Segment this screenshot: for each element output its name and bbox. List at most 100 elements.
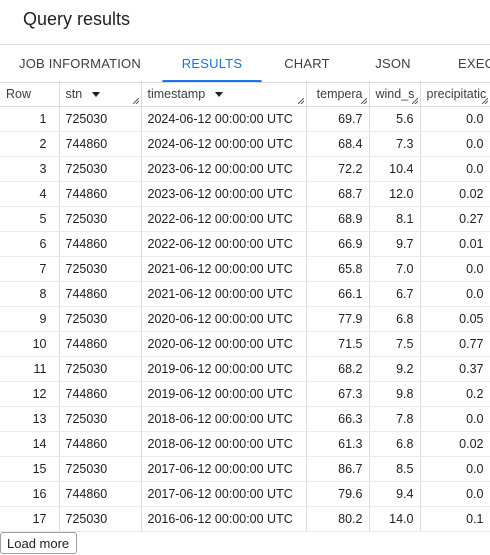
temperature-cell: 86.7 — [306, 456, 370, 482]
table-row[interactable]: 2 744860 2024-06-12 00:00:00 UTC 68.4 7.3 0.0 — [0, 131, 490, 157]
timestamp-cell: 2023-06-12 00:00:00 UTC — [141, 156, 307, 182]
temperature-cell: 80.2 — [306, 506, 370, 532]
temperature-cell: 68.4 — [306, 131, 370, 157]
temperature-cell: 68.7 — [306, 181, 370, 207]
column-header-precipitation[interactable]: precipitatic — [420, 81, 490, 107]
row-number-cell: 12 — [0, 381, 60, 407]
stn-cell: 725030 — [59, 306, 142, 332]
row-number-cell: 10 — [0, 331, 60, 357]
table-row[interactable]: 17 725030 2016-06-12 00:00:00 UTC 80.2 14.0 0… — [0, 506, 490, 532]
load-more-button[interactable]: Load more — [0, 532, 78, 554]
precipitation-cell: 0.77 — [420, 331, 490, 357]
table-row[interactable]: 1 725030 2024-06-12 00:00:00 UTC 69.7 5.6 0.0 — [0, 106, 490, 132]
stn-cell: 725030 — [59, 106, 142, 132]
row-number-cell: 4 — [0, 181, 60, 207]
temperature-cell: 61.3 — [306, 431, 370, 457]
precipitation-cell: 0.0 — [420, 106, 490, 132]
stn-cell: 725030 — [59, 356, 142, 382]
column-resize-icon[interactable] — [360, 98, 367, 104]
table-header-row: Row stn timestamp tempera wind_s precipi… — [0, 81, 490, 107]
table-row[interactable]: 4 744860 2023-06-12 00:00:00 UTC 68.7 12.0 0.… — [0, 181, 490, 207]
temperature-cell: 65.8 — [306, 256, 370, 282]
row-number-cell: 7 — [0, 256, 60, 282]
table-row[interactable]: 12 744860 2019-06-12 00:00:00 UTC 67.3 9.8 0.… — [0, 381, 490, 407]
wind-speed-cell: 8.1 — [369, 206, 421, 232]
table-row[interactable]: 15 725030 2017-06-12 00:00:00 UTC 86.7 8.5 0.… — [0, 456, 490, 482]
stn-cell: 725030 — [59, 256, 142, 282]
sort-arrow-icon[interactable] — [215, 91, 224, 97]
temperature-cell: 68.9 — [306, 206, 370, 232]
timestamp-cell: 2021-06-12 00:00:00 UTC — [141, 256, 307, 282]
sort-arrow-icon[interactable] — [92, 91, 101, 97]
row-number-cell: 11 — [0, 356, 60, 382]
tab-json[interactable]: JSON — [375, 56, 411, 71]
timestamp-cell: 2018-06-12 00:00:00 UTC — [141, 431, 307, 457]
table-row[interactable]: 8 744860 2021-06-12 00:00:00 UTC 66.1 6.7 0.0 — [0, 281, 490, 307]
row-number-cell: 1 — [0, 106, 60, 132]
stn-cell: 744860 — [59, 431, 142, 457]
tab-job-information[interactable]: JOB INFORMATION — [19, 56, 141, 71]
timestamp-cell: 2024-06-12 00:00:00 UTC — [141, 131, 307, 157]
wind-speed-cell: 8.5 — [369, 456, 421, 482]
table-row[interactable]: 5 725030 2022-06-12 00:00:00 UTC 68.9 8.1 0.2… — [0, 206, 490, 232]
precipitation-cell: 0.0 — [420, 456, 490, 482]
tab-results[interactable]: RESULTS — [162, 45, 262, 82]
precipitation-cell: 0.05 — [420, 306, 490, 332]
timestamp-cell: 2023-06-12 00:00:00 UTC — [141, 181, 307, 207]
timestamp-cell: 2019-06-12 00:00:00 UTC — [141, 381, 307, 407]
temperature-cell: 77.9 — [306, 306, 370, 332]
column-resize-icon[interactable] — [411, 98, 418, 104]
timestamp-cell: 2019-06-12 00:00:00 UTC — [141, 356, 307, 382]
timestamp-cell: 2022-06-12 00:00:00 UTC — [141, 231, 307, 257]
table-row[interactable]: 6 744860 2022-06-12 00:00:00 UTC 66.9 9.7 0.0… — [0, 231, 490, 257]
precipitation-cell: 0.0 — [420, 256, 490, 282]
precipitation-cell: 0.0 — [420, 131, 490, 157]
table-row[interactable]: 10 744860 2020-06-12 00:00:00 UTC 71.5 7.5 0.… — [0, 331, 490, 357]
results-tabs: JOB INFORMATION RESULTS CHART JSON EXEC — [0, 44, 490, 83]
stn-cell: 744860 — [59, 231, 142, 257]
tab-chart[interactable]: CHART — [284, 56, 330, 71]
table-row[interactable]: 7 725030 2021-06-12 00:00:00 UTC 65.8 7.0 0.0 — [0, 256, 490, 282]
row-number-cell: 13 — [0, 406, 60, 432]
row-number-cell: 9 — [0, 306, 60, 332]
timestamp-cell: 2018-06-12 00:00:00 UTC — [141, 406, 307, 432]
column-resize-icon[interactable] — [132, 98, 139, 104]
column-header-wind-speed[interactable]: wind_s — [369, 81, 421, 107]
row-number-cell: 8 — [0, 281, 60, 307]
column-header-stn[interactable]: stn — [59, 81, 142, 107]
table-row[interactable]: 13 725030 2018-06-12 00:00:00 UTC 66.3 7.8 0.… — [0, 406, 490, 432]
wind-speed-cell: 9.7 — [369, 231, 421, 257]
precipitation-cell: 0.02 — [420, 431, 490, 457]
precipitation-cell: 0.02 — [420, 181, 490, 207]
table-row[interactable]: 3 725030 2023-06-12 00:00:00 UTC 72.2 10.4 0.… — [0, 156, 490, 182]
table-row[interactable]: 16 744860 2017-06-12 00:00:00 UTC 79.6 9.4 0.… — [0, 481, 490, 507]
temperature-cell: 79.6 — [306, 481, 370, 507]
wind-speed-cell: 6.8 — [369, 306, 421, 332]
column-resize-icon[interactable] — [481, 98, 488, 104]
temperature-cell: 66.9 — [306, 231, 370, 257]
wind-speed-cell: 12.0 — [369, 181, 421, 207]
row-number-cell: 6 — [0, 231, 60, 257]
column-resize-icon[interactable] — [297, 98, 304, 104]
wind-speed-cell: 14.0 — [369, 506, 421, 532]
column-header-timestamp[interactable]: timestamp — [141, 81, 307, 107]
column-header-temperature[interactable]: tempera — [306, 81, 370, 107]
precipitation-cell: 0.37 — [420, 356, 490, 382]
wind-speed-cell: 6.8 — [369, 431, 421, 457]
table-row[interactable]: 9 725030 2020-06-12 00:00:00 UTC 77.9 6.8 0.0… — [0, 306, 490, 332]
temperature-cell: 66.1 — [306, 281, 370, 307]
precipitation-cell: 0.0 — [420, 406, 490, 432]
temperature-cell: 66.3 — [306, 406, 370, 432]
wind-speed-cell: 7.8 — [369, 406, 421, 432]
table-body: 1 725030 2024-06-12 00:00:00 UTC 69.7 5.6 0.0… — [0, 106, 490, 532]
tab-execution-details[interactable]: EXEC — [458, 56, 490, 71]
table-row[interactable]: 11 725030 2019-06-12 00:00:00 UTC 68.2 9.2 0.… — [0, 356, 490, 382]
stn-cell: 725030 — [59, 156, 142, 182]
table-row[interactable]: 14 744860 2018-06-12 00:00:00 UTC 61.3 6.8 0.… — [0, 431, 490, 457]
stn-cell: 744860 — [59, 331, 142, 357]
wind-speed-cell: 9.8 — [369, 381, 421, 407]
stn-cell: 725030 — [59, 406, 142, 432]
precipitation-cell: 0.01 — [420, 231, 490, 257]
timestamp-cell: 2016-06-12 00:00:00 UTC — [141, 506, 307, 532]
row-number-cell: 2 — [0, 131, 60, 157]
